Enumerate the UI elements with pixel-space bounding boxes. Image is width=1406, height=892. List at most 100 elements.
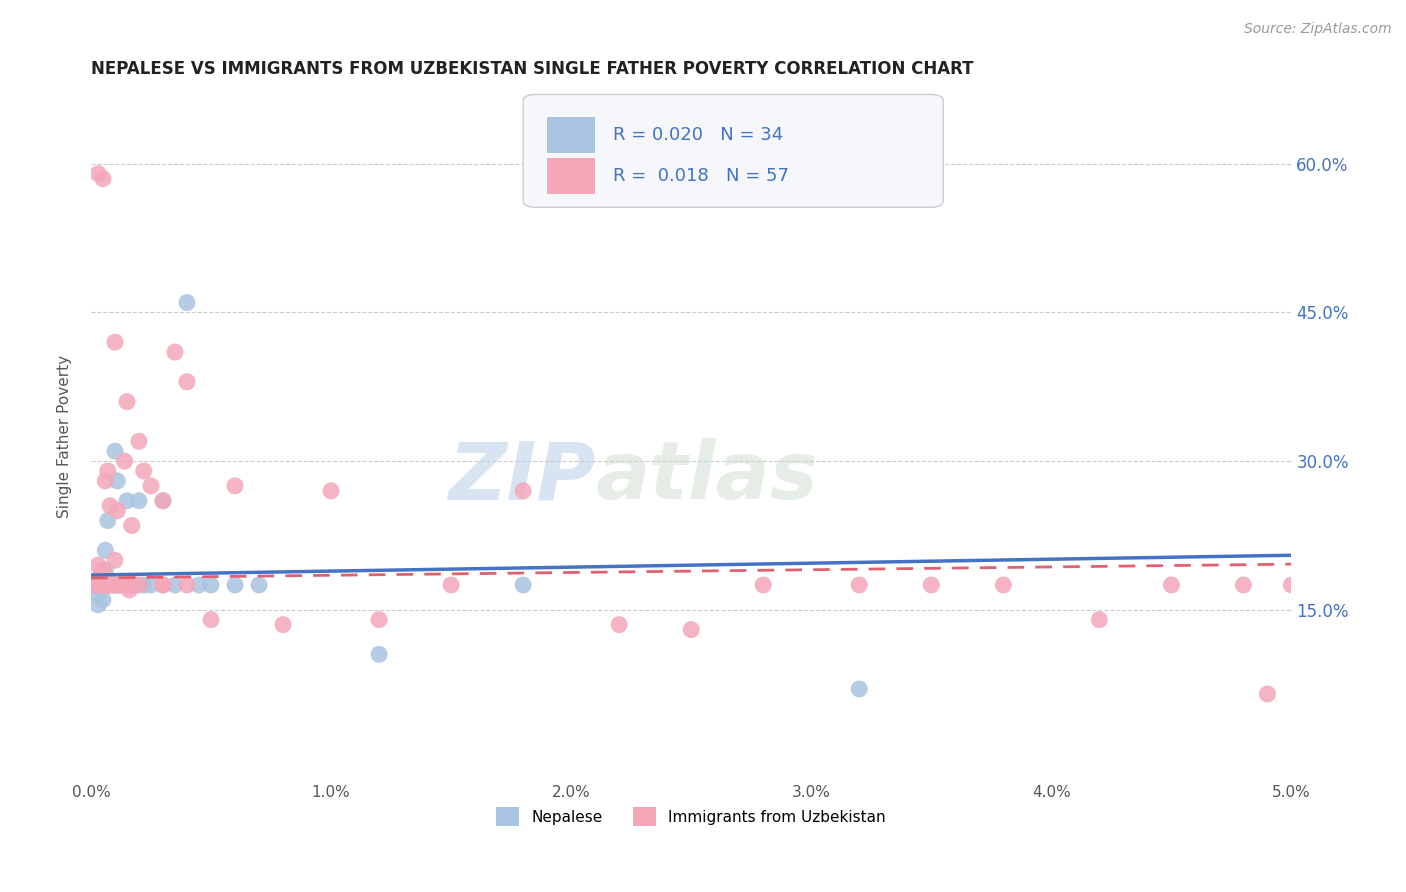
Point	[87, 558, 110, 573]
Text: R = 0.020   N = 34: R = 0.020 N = 34	[613, 126, 783, 144]
Point	[752, 578, 775, 592]
Point	[94, 578, 117, 592]
Point	[122, 578, 145, 592]
Point	[224, 479, 246, 493]
Point	[97, 514, 120, 528]
Point	[132, 464, 155, 478]
Point	[200, 578, 222, 592]
Point	[512, 578, 534, 592]
Point	[101, 578, 124, 592]
Point	[920, 578, 942, 592]
Point	[90, 578, 112, 592]
Point	[118, 582, 141, 597]
Point	[101, 578, 124, 592]
Point	[224, 578, 246, 592]
Point	[87, 578, 110, 592]
Point	[108, 578, 131, 592]
Point	[848, 681, 870, 696]
Point	[104, 578, 127, 592]
Point	[91, 171, 114, 186]
Point	[152, 493, 174, 508]
FancyBboxPatch shape	[523, 95, 943, 207]
Point	[139, 479, 162, 493]
Point	[94, 474, 117, 488]
Text: atlas: atlas	[595, 438, 818, 516]
Point	[1160, 578, 1182, 592]
Text: R =  0.018   N = 57: R = 0.018 N = 57	[613, 167, 789, 185]
Point	[440, 578, 463, 592]
Point	[681, 623, 703, 637]
Point	[91, 563, 114, 577]
Point	[87, 598, 110, 612]
Point	[1256, 687, 1278, 701]
Point	[91, 578, 114, 592]
Point	[271, 617, 294, 632]
Point	[115, 394, 138, 409]
Point	[98, 578, 121, 592]
Point	[105, 474, 128, 488]
Point	[319, 483, 342, 498]
Point	[139, 578, 162, 592]
Point	[176, 375, 198, 389]
Point	[97, 578, 120, 592]
Point	[993, 578, 1015, 592]
Point	[132, 578, 155, 592]
Point	[163, 345, 186, 359]
Point	[122, 578, 145, 592]
Point	[368, 613, 391, 627]
Point	[1232, 578, 1254, 592]
Point	[114, 454, 136, 468]
FancyBboxPatch shape	[547, 117, 595, 153]
Point	[84, 578, 107, 592]
Point	[104, 578, 127, 592]
Point	[91, 578, 114, 592]
Point	[105, 503, 128, 517]
Point	[128, 578, 150, 592]
Point	[111, 578, 134, 592]
Point	[512, 483, 534, 498]
Point	[108, 578, 131, 592]
Point	[84, 578, 107, 592]
Point	[90, 568, 112, 582]
Text: NEPALESE VS IMMIGRANTS FROM UZBEKISTAN SINGLE FATHER POVERTY CORRELATION CHART: NEPALESE VS IMMIGRANTS FROM UZBEKISTAN S…	[91, 60, 973, 78]
Point	[98, 578, 121, 592]
Point	[105, 578, 128, 592]
Point	[128, 493, 150, 508]
Text: Source: ZipAtlas.com: Source: ZipAtlas.com	[1244, 22, 1392, 37]
Point	[200, 613, 222, 627]
Point	[176, 295, 198, 310]
Point	[98, 499, 121, 513]
Point	[128, 434, 150, 449]
Point	[121, 518, 143, 533]
Point	[607, 617, 630, 632]
Point	[94, 543, 117, 558]
Y-axis label: Single Father Poverty: Single Father Poverty	[58, 355, 72, 518]
Point	[1281, 578, 1303, 592]
Point	[90, 578, 112, 592]
Legend: Nepalese, Immigrants from Uzbekistan: Nepalese, Immigrants from Uzbekistan	[491, 801, 893, 832]
Point	[247, 578, 270, 592]
Point	[1088, 613, 1111, 627]
Point	[176, 578, 198, 592]
Point	[115, 578, 138, 592]
Point	[87, 167, 110, 181]
Point	[118, 578, 141, 592]
Point	[91, 592, 114, 607]
Text: ZIP: ZIP	[447, 438, 595, 516]
Point	[104, 335, 127, 350]
Point	[163, 578, 186, 592]
Point	[97, 578, 120, 592]
Point	[152, 493, 174, 508]
Point	[152, 578, 174, 592]
Point	[152, 578, 174, 592]
Point	[104, 444, 127, 458]
Point	[115, 493, 138, 508]
Point	[368, 648, 391, 662]
Point	[97, 464, 120, 478]
Point	[94, 563, 117, 577]
Point	[87, 588, 110, 602]
Point	[90, 568, 112, 582]
Point	[111, 578, 134, 592]
Point	[188, 578, 211, 592]
Point	[104, 553, 127, 567]
